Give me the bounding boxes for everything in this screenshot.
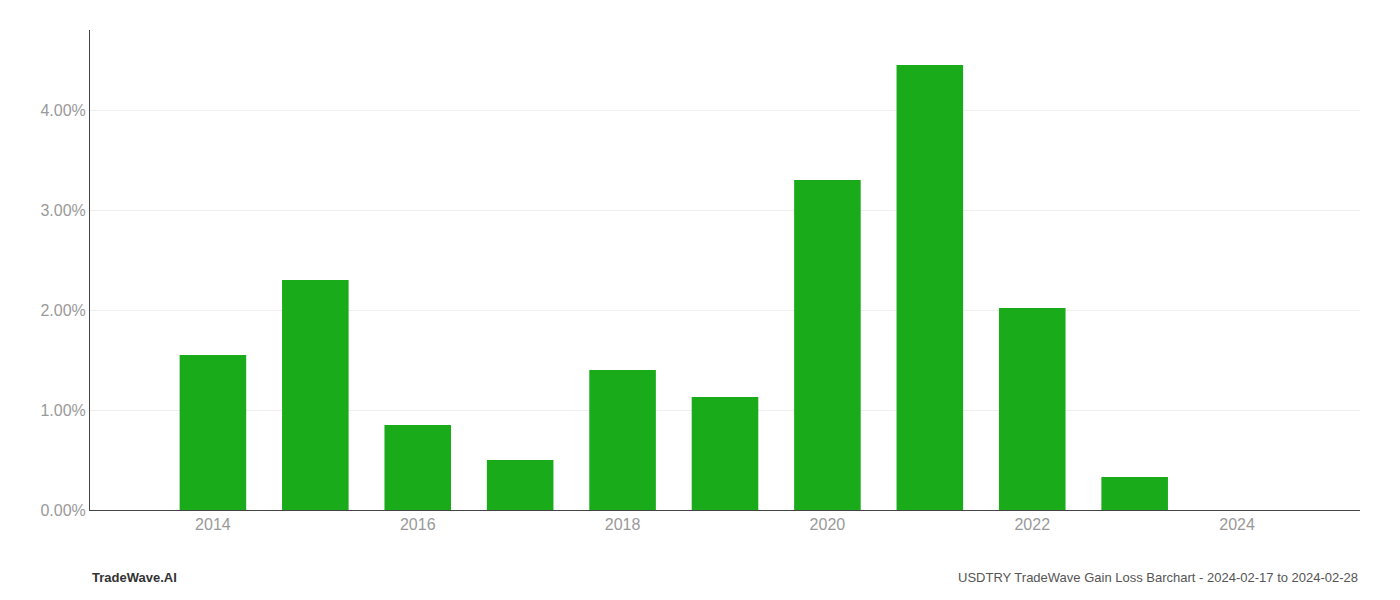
svg-text:0.00%: 0.00%	[40, 502, 85, 519]
svg-text:3.00%: 3.00%	[40, 202, 85, 219]
svg-text:4.00%: 4.00%	[40, 102, 85, 119]
svg-text:2.00%: 2.00%	[40, 302, 85, 319]
svg-text:2014: 2014	[195, 516, 231, 533]
svg-text:TradeWave.AI: TradeWave.AI	[92, 570, 177, 585]
svg-text:USDTRY TradeWave Gain Loss Bar: USDTRY TradeWave Gain Loss Barchart - 20…	[958, 570, 1358, 585]
svg-text:2024: 2024	[1219, 516, 1255, 533]
svg-text:2022: 2022	[1014, 516, 1050, 533]
svg-text:1.00%: 1.00%	[40, 402, 85, 419]
svg-text:2016: 2016	[400, 516, 436, 533]
svg-text:2020: 2020	[810, 516, 846, 533]
svg-text:2018: 2018	[605, 516, 641, 533]
